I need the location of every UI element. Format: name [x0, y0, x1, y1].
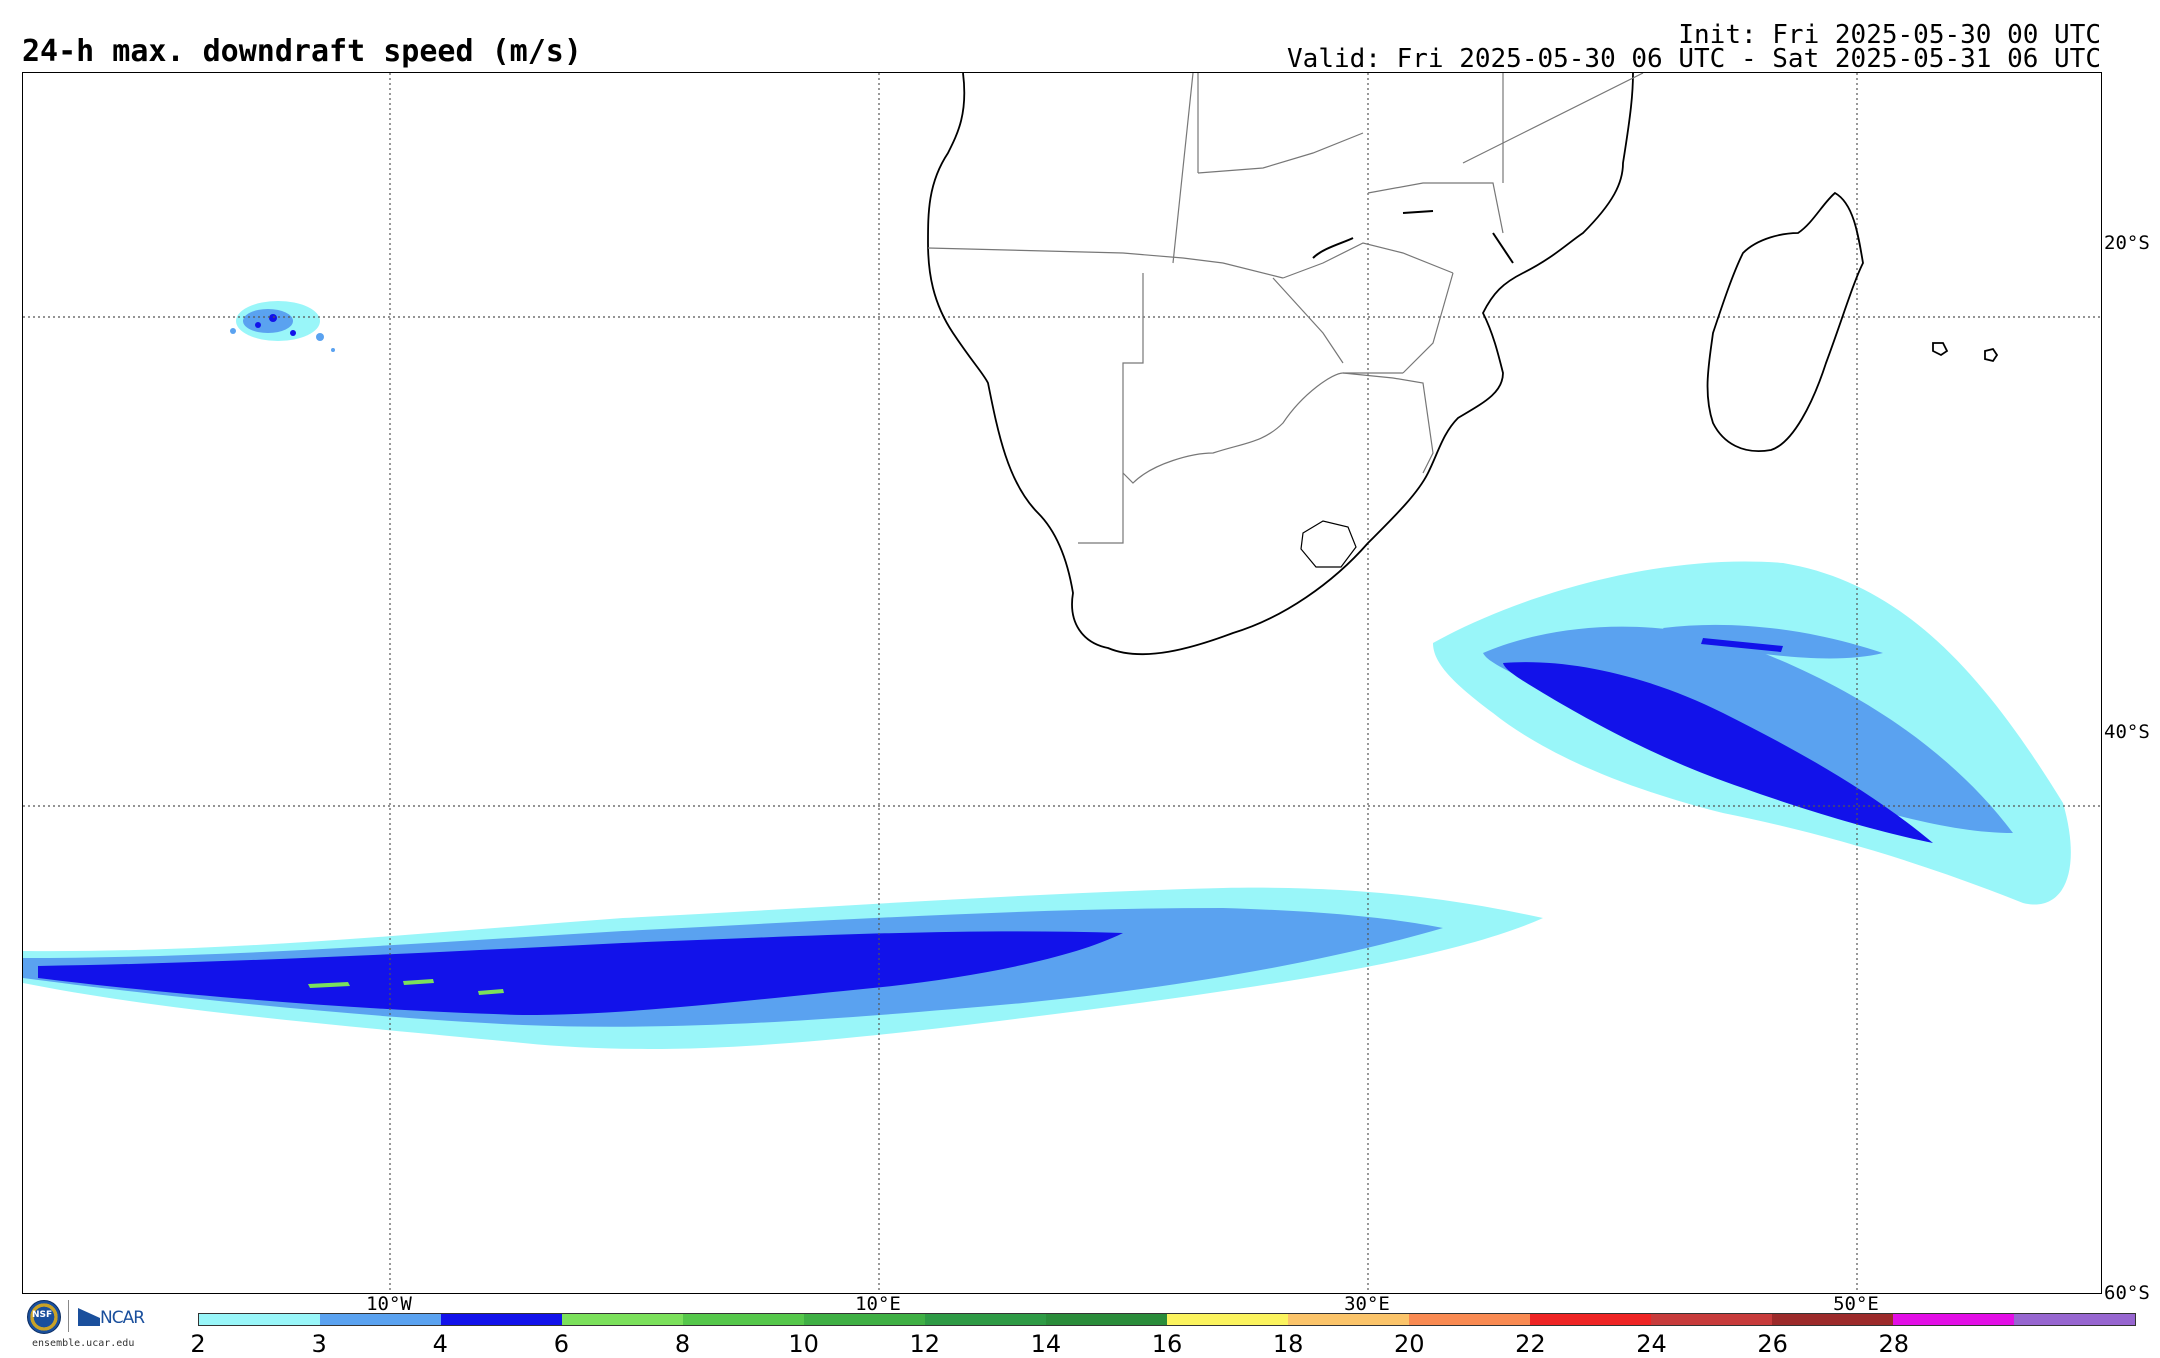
lon-label-50e: 50°E: [1833, 1293, 1879, 1315]
logo-area: NSF NCAR ensemble.ucar.edu: [22, 1298, 162, 1354]
lat-label-40s: 40°S: [2104, 721, 2150, 743]
downdraft-band-atlantic: [23, 887, 1543, 1049]
colorbar-tick-label: 28: [1878, 1330, 1910, 1358]
colorbar-cell: [925, 1314, 1046, 1325]
colorbar-cell: [199, 1314, 320, 1325]
colorbar-tick-label: 14: [1030, 1330, 1062, 1358]
colorbar-cell: [1288, 1314, 1409, 1325]
colorbar-tick-label: 20: [1393, 1330, 1425, 1358]
colorbar-tick-label: 24: [1636, 1330, 1667, 1358]
colorbar: [198, 1313, 2136, 1326]
valid-time: Valid: Fri 2025-05-30 06 UTC - Sat 2025-…: [1287, 44, 2101, 74]
colorbar-cell: [1651, 1314, 1772, 1325]
lakes: [1312, 210, 1514, 264]
map-title: 24-h max. downdraft speed (m/s): [22, 34, 582, 69]
colorbar-tick-label: 16: [1151, 1330, 1183, 1358]
colorbar-cell: [1772, 1314, 1893, 1325]
colorbar-cell: [1409, 1314, 1530, 1325]
map-canvas: [23, 73, 2101, 1293]
colorbar-cell: [804, 1314, 925, 1325]
lon-label-30e: 30°E: [1344, 1293, 1390, 1315]
map-panel: [22, 72, 2102, 1294]
band-atlantic-green-3: [478, 989, 504, 995]
band-atlantic-dark: [38, 931, 1123, 1015]
band-indian-upper-dark: [1701, 638, 1783, 652]
colorbar-cell: [1046, 1314, 1167, 1325]
colorbar-tick-label: 3: [311, 1330, 327, 1358]
downdraft-band-indian: [1433, 561, 2071, 905]
band-atlantic-green-1: [308, 982, 350, 988]
init-time: Init: Fri 2025-05-30 00 UTC: [1678, 20, 2101, 50]
lon-label-10w: 10°W: [366, 1293, 412, 1315]
colorbar-cell: [683, 1314, 804, 1325]
band-indian-dark: [1503, 662, 1933, 843]
lat-label-20s: 20°S: [2104, 232, 2150, 254]
downdraft-speckles-northwest: [230, 301, 335, 352]
colorbar-tick-label: 10: [788, 1330, 819, 1358]
colorbar-cell: [1530, 1314, 1651, 1325]
reunion-coast: [1932, 342, 1949, 357]
colorbar-tick-label: 2: [190, 1330, 206, 1358]
mauritius-coast: [1984, 347, 1999, 363]
lat-label-60s: 60°S: [2104, 1282, 2150, 1304]
madagascar-coast: [1706, 191, 1864, 452]
lesotho-outline: [1300, 520, 1357, 568]
colorbar-tick-label: 26: [1757, 1330, 1788, 1358]
logo-divider: [68, 1300, 69, 1332]
colorbar-tick-label: 12: [909, 1330, 941, 1358]
colorbar-cell: [1893, 1314, 2014, 1325]
colorbar-cell: [2014, 1314, 2135, 1325]
band-indian-upper: [1663, 624, 1883, 659]
colorbar-tick-label: 4: [432, 1330, 448, 1358]
site-url: ensemble.ucar.edu: [32, 1338, 135, 1349]
colorbar-tick-label: 8: [674, 1330, 691, 1358]
ncar-mark-icon: [78, 1308, 100, 1326]
colorbar-cell: [320, 1314, 441, 1325]
colorbar-tick-label: 6: [553, 1330, 570, 1358]
colorbar-cell: [562, 1314, 683, 1325]
ncar-logo-text: NCAR: [100, 1308, 145, 1328]
gridlines: [23, 73, 2101, 1293]
nsf-logo: NSF: [27, 1300, 61, 1334]
colorbar-tick-label: 18: [1272, 1330, 1304, 1358]
colorbar-cell: [1167, 1314, 1288, 1325]
colorbar-cell: [441, 1314, 562, 1325]
colorbar-tick-label: 22: [1515, 1330, 1546, 1358]
country-borders: [927, 73, 1644, 544]
band-atlantic-green-2: [403, 979, 434, 985]
coastlines: [927, 73, 1999, 656]
lon-label-10e: 10°E: [855, 1293, 901, 1315]
africa-coast: [927, 73, 1634, 656]
